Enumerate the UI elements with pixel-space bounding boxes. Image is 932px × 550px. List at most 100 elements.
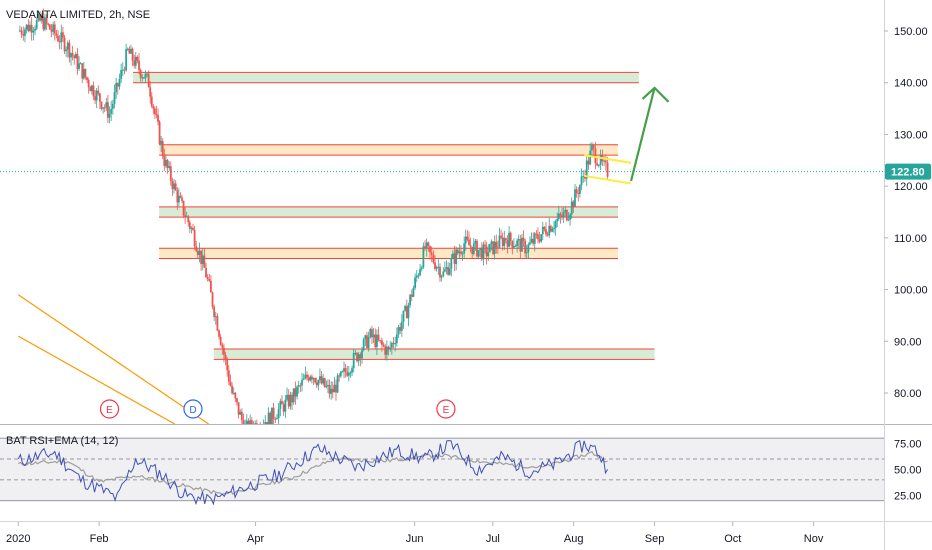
candle-body [125,49,128,71]
candle-body [27,24,30,31]
candle-body [282,404,285,412]
candle-body [264,422,267,424]
candle-body [39,14,41,21]
candle-body [247,420,250,424]
candle-body [331,388,334,393]
candle-body [570,201,573,215]
price-axis[interactable]: 80.00 90.00 100.00 110.00 120.00 130.00 140.00… [884,0,931,550]
candle-body [409,294,412,306]
candle-body [405,306,408,319]
candle-body [535,233,538,235]
candle-body [562,212,565,218]
candle-body [490,241,493,245]
candle-body [86,77,88,81]
candle-body [206,277,209,279]
candle-body [311,376,313,380]
candle-body [82,68,85,79]
candle-body [291,394,293,403]
candle-body [549,225,552,232]
candle-body [193,230,196,247]
candle-body [272,407,275,419]
candle-body [567,219,570,221]
candle-body [382,344,385,347]
candle-body [254,423,257,424]
candle-body [287,394,290,407]
candle-body [277,408,280,419]
candle-body [503,238,506,247]
candle-body [110,108,113,114]
candle-body [385,346,388,355]
candle-body [379,340,382,342]
price-tick-label: 110.00 [894,233,927,245]
candle-body [187,216,190,223]
candle-body [564,210,567,213]
event-marker-e[interactable] [436,399,456,419]
candle-body [179,195,182,198]
candle-body [599,154,602,165]
candle-body [118,79,121,87]
candle-body [50,29,53,32]
candle-body [103,107,106,109]
candle-body [455,249,458,264]
candle-body [68,42,71,58]
candle-body [414,277,416,288]
candle-body [574,189,576,207]
candle-body [482,244,485,260]
candle-body [596,163,599,166]
candle-body [464,236,467,244]
candle-body [176,190,179,203]
candle-body [190,227,193,229]
candle-body [339,371,342,377]
candle-body [319,376,321,381]
candle-body [20,30,23,34]
candle-body [22,33,25,36]
candle-body [330,388,333,394]
candle-body [102,107,105,109]
event-marker-e[interactable] [99,399,120,419]
candle-body [136,56,139,61]
event-marker-d[interactable] [183,399,203,419]
candle-body [237,402,240,415]
candle-body [166,160,169,168]
candle-body [53,24,56,34]
candle-body [359,354,362,359]
candle-body [201,255,204,265]
candle-body [203,255,206,268]
candle-body [221,345,224,348]
price-tick-label: 130.00 [894,129,928,141]
candle-body [546,234,549,236]
candle-body [115,83,118,93]
candle-body [304,374,307,379]
candle-body [57,36,59,42]
candle-body [158,121,161,144]
indicator-pane[interactable]: 25.00 50.00 75.00 [0,437,922,506]
candle-body [45,17,48,24]
candle-body [200,250,203,265]
time-tick-label: Feb [90,533,109,545]
current-price-badge[interactable] [885,163,931,180]
price-tick-label: 120.00 [894,181,928,193]
candle-body [121,69,124,71]
candle-body [177,195,180,203]
candle-body [84,68,87,78]
candle-body [302,378,305,380]
candle-body [349,372,352,374]
candle-body [404,306,407,311]
candle-body [509,232,512,241]
candle-body [163,156,166,166]
candle-body [249,420,252,424]
candle-body [492,241,494,254]
candle-body [234,392,237,399]
support-zone [213,349,655,360]
time-axis[interactable]: 2020 Feb Apr Jun Jul Aug Sep Oct Nov [6,522,824,545]
candle-body [327,385,329,387]
candle-body [133,60,136,66]
candle-body [399,327,402,331]
candle-body [394,343,397,345]
candle-body [281,401,283,405]
candle-body [301,379,303,386]
candle-body [138,60,140,70]
candle-body [174,183,177,191]
